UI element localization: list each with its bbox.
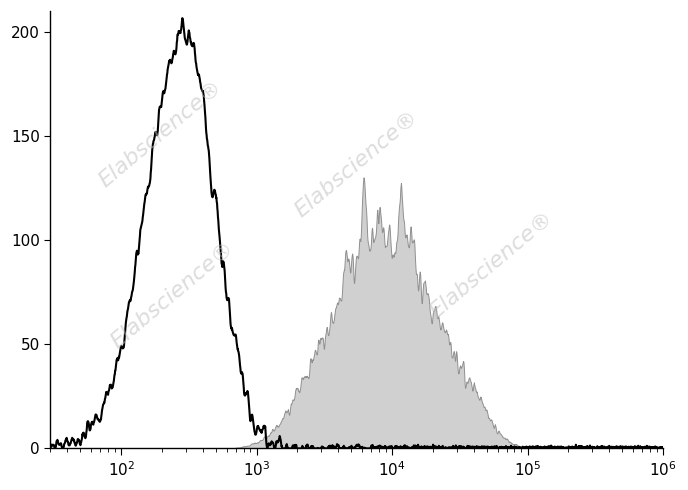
- Text: Elabscience®: Elabscience®: [291, 107, 422, 221]
- Text: Elabscience®: Elabscience®: [95, 76, 226, 191]
- Text: Elabscience®: Elabscience®: [107, 238, 238, 352]
- Text: Elabscience®: Elabscience®: [426, 208, 557, 322]
